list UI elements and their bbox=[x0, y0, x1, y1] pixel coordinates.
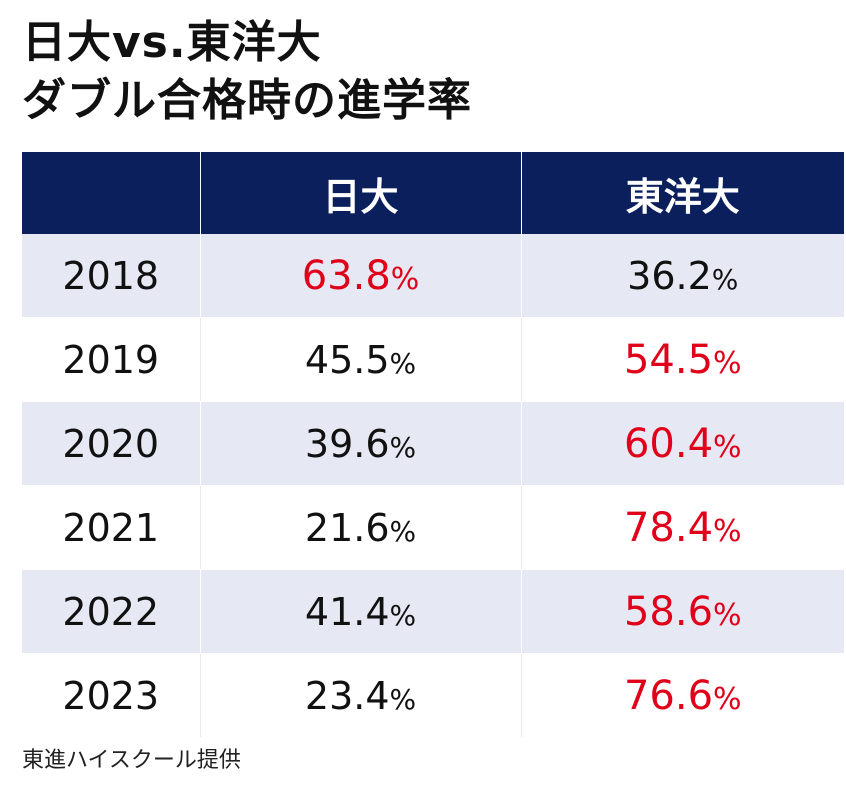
title-line-2: ダブル合格時の進学率 bbox=[22, 75, 472, 126]
year-cell: 2023 bbox=[22, 653, 201, 738]
nichidai-rate-cell: 21.6% bbox=[200, 485, 522, 570]
header-toyo: 東洋大 bbox=[521, 152, 844, 234]
year-cell: 2019 bbox=[22, 317, 201, 402]
chart-title: 日大vs.東洋大 ダブル合格時の進学率 bbox=[22, 14, 472, 130]
toyo-rate-value: 60.4% bbox=[624, 421, 742, 467]
percent-sign: % bbox=[711, 262, 739, 296]
header-nichidai: 日大 bbox=[200, 152, 522, 234]
percent-sign: % bbox=[389, 514, 417, 548]
toyo-rate-number: 76.6 bbox=[623, 672, 714, 719]
year-cell: 2022 bbox=[22, 569, 201, 654]
table-row: 2018 63.8% 36.2% bbox=[22, 234, 844, 318]
percent-sign: % bbox=[389, 346, 417, 380]
toyo-rate-value: 78.4% bbox=[624, 505, 742, 551]
percent-sign: % bbox=[390, 261, 420, 297]
table-row: 2022 41.4% 58.6% bbox=[22, 569, 844, 654]
nichidai-rate-number: 39.6 bbox=[304, 421, 390, 466]
toyo-rate-value: 76.6% bbox=[624, 673, 742, 719]
table-row: 2019 45.5% 54.5% bbox=[22, 317, 844, 402]
table-row: 2020 39.6% 60.4% bbox=[22, 401, 844, 486]
table-row: 2023 23.4% 76.6% bbox=[22, 653, 844, 738]
nichidai-rate-value: 39.6% bbox=[305, 422, 416, 466]
percent-sign: % bbox=[389, 598, 417, 632]
nichidai-rate-number: 23.4 bbox=[304, 673, 390, 718]
nichidai-rate-value: 21.6% bbox=[305, 506, 416, 550]
percent-sign: % bbox=[713, 345, 742, 381]
nichidai-rate-cell: 41.4% bbox=[200, 569, 522, 654]
table-header-row: 日大 東洋大 bbox=[22, 152, 844, 234]
nichidai-rate-number: 45.5 bbox=[304, 337, 390, 382]
percent-sign: % bbox=[713, 429, 742, 465]
nichidai-rate-number: 41.4 bbox=[304, 589, 390, 634]
toyo-rate-value: 36.2% bbox=[627, 254, 738, 298]
year-cell: 2020 bbox=[22, 401, 201, 486]
toyo-rate-cell: 78.4% bbox=[521, 485, 844, 570]
nichidai-rate-number: 21.6 bbox=[304, 505, 390, 550]
nichidai-rate-value: 63.8% bbox=[302, 253, 420, 299]
header-year bbox=[22, 152, 201, 234]
toyo-rate-number: 58.6 bbox=[623, 588, 714, 635]
toyo-rate-number: 54.5 bbox=[623, 336, 714, 383]
toyo-rate-value: 58.6% bbox=[624, 589, 742, 635]
toyo-rate-cell: 36.2% bbox=[521, 234, 844, 318]
toyo-rate-number: 78.4 bbox=[623, 504, 714, 551]
percent-sign: % bbox=[713, 681, 742, 717]
nichidai-rate-cell: 39.6% bbox=[200, 401, 522, 486]
percent-sign: % bbox=[713, 597, 742, 633]
toyo-rate-cell: 76.6% bbox=[521, 653, 844, 738]
nichidai-rate-number: 63.8 bbox=[301, 252, 391, 299]
nichidai-rate-cell: 63.8% bbox=[200, 234, 522, 318]
percent-sign: % bbox=[389, 430, 417, 464]
title-line-1: 日大vs.東洋大 bbox=[22, 17, 322, 68]
nichidai-rate-value: 45.5% bbox=[305, 338, 416, 382]
toyo-rate-cell: 60.4% bbox=[521, 401, 844, 486]
toyo-rate-cell: 54.5% bbox=[521, 317, 844, 402]
toyo-rate-number: 36.2 bbox=[627, 253, 712, 298]
nichidai-rate-cell: 45.5% bbox=[200, 317, 522, 402]
percent-sign: % bbox=[389, 682, 417, 716]
nichidai-rate-cell: 23.4% bbox=[200, 653, 522, 738]
source-credit: 東進ハイスクール提供 bbox=[22, 748, 241, 773]
year-cell: 2021 bbox=[22, 485, 201, 570]
nichidai-rate-value: 23.4% bbox=[305, 674, 416, 718]
admission-rate-table: 日大 東洋大 2018 63.8% 36.2% 2019 45.5% 54.5% 2020 3… bbox=[22, 152, 844, 738]
toyo-rate-value: 54.5% bbox=[624, 337, 742, 383]
toyo-rate-cell: 58.6% bbox=[521, 569, 844, 654]
year-cell: 2018 bbox=[22, 234, 201, 318]
table-body: 2018 63.8% 36.2% 2019 45.5% 54.5% 2020 39.6% 60.… bbox=[22, 234, 844, 738]
nichidai-rate-value: 41.4% bbox=[305, 590, 416, 634]
percent-sign: % bbox=[713, 513, 742, 549]
table-row: 2021 21.6% 78.4% bbox=[22, 485, 844, 570]
toyo-rate-number: 60.4 bbox=[623, 420, 714, 467]
